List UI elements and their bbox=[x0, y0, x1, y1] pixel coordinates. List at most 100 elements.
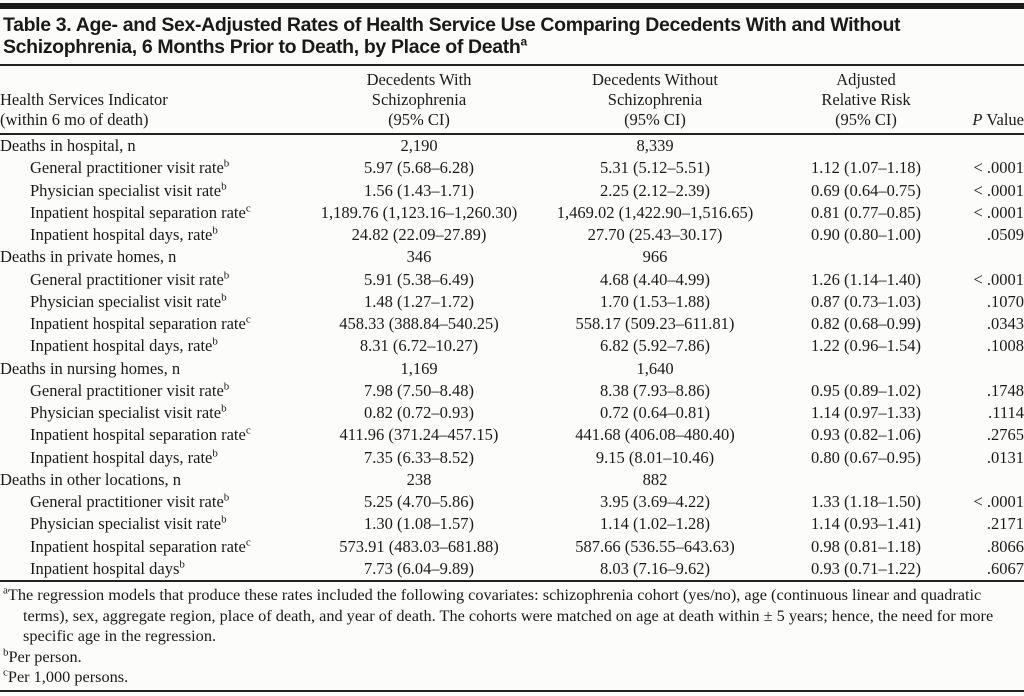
adjusted-rr-value: 1.14 (0.97–1.33) bbox=[811, 403, 921, 422]
without-schizophrenia-value: 8.03 (7.16–9.62) bbox=[600, 558, 710, 578]
table-row: Inpatient hospital separation ratec 458.… bbox=[0, 313, 1024, 335]
adjusted-rr-value: 0.81 (0.77–0.85) bbox=[811, 202, 921, 222]
with-schizophrenia-value: 1.48 (1.27–1.72) bbox=[364, 291, 474, 311]
footnote-ref: b bbox=[223, 269, 230, 281]
table-header-row: Health Services Indicator (within 6 mo o… bbox=[0, 66, 1024, 135]
n-without-value: 882 bbox=[642, 469, 668, 489]
footnote-ref: b bbox=[221, 513, 227, 526]
indicator-label: Inpatient hospital separation ratec bbox=[30, 313, 251, 333]
table-row: General practitioner visit rateb 5.25 (4… bbox=[0, 491, 1024, 513]
table-row: Inpatient hospital separation ratec 411.… bbox=[0, 424, 1024, 446]
col-header-adjusted-rr: Adjusted Relative Risk (95% CI) bbox=[780, 66, 952, 135]
with-schizophrenia-value: 0.82 (0.72–0.93) bbox=[364, 403, 474, 422]
adjusted-rr-value: 0.69 (0.64–0.75) bbox=[811, 180, 921, 200]
indicator-label: General practitioner visit rateb bbox=[30, 157, 230, 178]
group-label: Deaths in other locations, n bbox=[0, 469, 182, 489]
without-schizophrenia-value: 2.25 (2.12–2.39) bbox=[600, 180, 710, 200]
bottom-rule bbox=[0, 689, 1024, 692]
footnote-ref: b bbox=[223, 157, 230, 170]
table-row: Inpatient hospital days, rateb 8.31 (6.7… bbox=[0, 335, 1024, 357]
with-schizophrenia-value: 7.35 (6.33–8.52) bbox=[364, 447, 474, 467]
col-header-indicator: Health Services Indicator (within 6 mo o… bbox=[0, 66, 308, 135]
table-title: Table 3. Age- and Sex-Adjusted Rates of … bbox=[0, 9, 1024, 66]
without-schizophrenia-value: 0.72 (0.64–0.81) bbox=[600, 403, 710, 422]
p-value: .0343 bbox=[986, 314, 1024, 333]
with-schizophrenia-value: 1.30 (1.08–1.57) bbox=[364, 514, 474, 534]
with-schizophrenia-value: 24.82 (22.09–27.89) bbox=[351, 225, 487, 244]
without-schizophrenia-value: 5.31 (5.12–5.51) bbox=[600, 158, 710, 178]
col-header-without-schizophrenia: Decedents Without Schizophrenia (95% CI) bbox=[530, 66, 780, 135]
footnote-ref: b bbox=[223, 491, 230, 504]
footnote-ref: b bbox=[221, 291, 227, 304]
table-row: General practitioner visit rateb 5.97 (5… bbox=[0, 157, 1024, 179]
table-row: Physician specialist visit rateb 1.30 (1… bbox=[0, 513, 1024, 535]
with-schizophrenia-value: 573.91 (483.03–681.88) bbox=[339, 536, 499, 556]
without-schizophrenia-value: 587.66 (536.55–643.63) bbox=[575, 536, 735, 556]
without-schizophrenia-value: 27.70 (25.43–30.17) bbox=[587, 225, 723, 244]
adjusted-rr-value: 0.90 (0.80–1.00) bbox=[811, 225, 921, 244]
p-value: < .0001 bbox=[973, 202, 1024, 222]
table-row: General practitioner visit rateb 7.98 (7… bbox=[0, 380, 1024, 402]
footnote-ref: b bbox=[212, 335, 218, 348]
indicator-label: Physician specialist visit rateb bbox=[30, 291, 227, 311]
n-without-value: 1,640 bbox=[636, 358, 674, 378]
without-schizophrenia-value: 1.70 (1.53–1.88) bbox=[600, 291, 710, 311]
table-footnotes: aThe regression models that produce thes… bbox=[0, 580, 1024, 688]
indicator-label: Inpatient hospital days, rateb bbox=[30, 224, 218, 244]
adjusted-rr-value: 1.33 (1.18–1.50) bbox=[811, 492, 921, 511]
table-row: Inpatient hospital separation ratec 1,18… bbox=[0, 202, 1024, 224]
indicator-label: Inpatient hospital separation ratec bbox=[30, 536, 251, 556]
table-row: Deaths in private homes, n 346 966 bbox=[0, 246, 1024, 268]
n-with-value: 2,190 bbox=[400, 136, 438, 155]
group-label: Deaths in hospital, n bbox=[0, 136, 136, 155]
adjusted-rr-value: 0.93 (0.71–1.22) bbox=[811, 558, 921, 578]
table-row: Physician specialist visit rateb 1.48 (1… bbox=[0, 291, 1024, 313]
footnote-marker-a: a bbox=[3, 584, 8, 597]
with-schizophrenia-value: 7.73 (6.04–9.89) bbox=[364, 558, 474, 578]
footnote-ref: b bbox=[212, 447, 218, 459]
p-value: .1008 bbox=[986, 336, 1024, 356]
p-value: .1070 bbox=[986, 291, 1024, 311]
p-value: .6067 bbox=[986, 558, 1024, 578]
with-schizophrenia-value: 8.31 (6.72–10.27) bbox=[359, 336, 479, 356]
with-schizophrenia-value: 458.33 (388.84–540.25) bbox=[339, 314, 499, 333]
table-title-line2: Schizophrenia, 6 Months Prior to Death, … bbox=[3, 34, 527, 59]
footnote-ref: c bbox=[245, 202, 251, 215]
footnote-ref: b bbox=[223, 380, 230, 393]
p-value: .2171 bbox=[986, 514, 1024, 534]
p-value: < .0001 bbox=[973, 269, 1024, 289]
indicator-label: General practitioner visit rateb bbox=[30, 380, 230, 400]
table-row: General practitioner visit rateb 5.91 (5… bbox=[0, 269, 1024, 291]
adjusted-rr-value: 1.14 (0.93–1.41) bbox=[811, 514, 921, 534]
footnote-ref: c bbox=[245, 313, 251, 326]
n-with-value: 1,169 bbox=[400, 358, 438, 378]
footnote-ref-a: a bbox=[520, 34, 527, 49]
health-services-table: Health Services Indicator (within 6 mo o… bbox=[0, 66, 1024, 580]
footnote-marker-c: c bbox=[3, 666, 8, 679]
p-value: .1114 bbox=[988, 403, 1024, 422]
indicator-label: Physician specialist visit rateb bbox=[30, 180, 227, 200]
p-value: .0131 bbox=[986, 447, 1024, 467]
indicator-label: Inpatient hospital daysb bbox=[30, 558, 185, 578]
footnote-a: aThe regression models that produce thes… bbox=[3, 584, 994, 646]
footnote-ref: c bbox=[245, 424, 251, 437]
footnote-ref: b bbox=[221, 402, 227, 415]
p-value: .2765 bbox=[986, 425, 1024, 445]
footnote-ref: b bbox=[221, 180, 227, 192]
table-row: Physician specialist visit rateb 1.56 (1… bbox=[0, 180, 1024, 202]
p-value: < .0001 bbox=[973, 180, 1024, 200]
without-schizophrenia-value: 6.82 (5.92–7.86) bbox=[600, 336, 710, 356]
with-schizophrenia-value: 7.98 (7.50–8.48) bbox=[364, 380, 474, 400]
n-with-value: 346 bbox=[406, 247, 432, 267]
with-schizophrenia-value: 1.56 (1.43–1.71) bbox=[364, 180, 474, 200]
adjusted-rr-value: 1.22 (0.96–1.54) bbox=[811, 336, 921, 356]
without-schizophrenia-value: 1,469.02 (1,422.90–1,516.65) bbox=[556, 202, 754, 222]
p-value: .0509 bbox=[986, 225, 1024, 244]
p-value: .1748 bbox=[986, 380, 1024, 400]
table-row: Inpatient hospital days, rateb 7.35 (6.3… bbox=[0, 447, 1024, 469]
without-schizophrenia-value: 558.17 (509.23–611.81) bbox=[575, 314, 735, 333]
p-value: .8066 bbox=[986, 536, 1024, 556]
table-title-line1: Table 3. Age- and Sex-Adjusted Rates of … bbox=[3, 14, 901, 36]
without-schizophrenia-value: 8.38 (7.93–8.86) bbox=[600, 380, 710, 400]
